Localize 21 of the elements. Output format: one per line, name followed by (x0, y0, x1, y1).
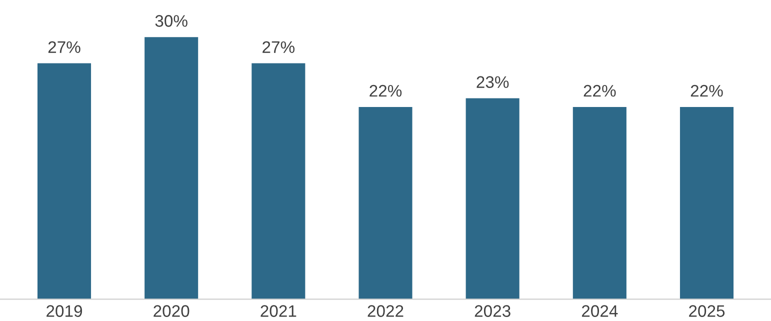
data-label: 27% (262, 41, 295, 53)
x-tick-label: 2023 (474, 305, 510, 317)
bar (572, 106, 626, 300)
data-label: 27% (48, 41, 80, 53)
data-label: 22% (584, 84, 616, 97)
bar (466, 98, 520, 300)
x-tick-label: 2024 (582, 305, 618, 317)
data-label: 22% (370, 84, 402, 97)
bar (680, 106, 734, 300)
x-tick-label: 2022 (368, 305, 404, 317)
x-tick-label: 2019 (46, 305, 82, 317)
data-label: 30% (155, 15, 188, 27)
data-label: 22% (690, 84, 723, 97)
x-tick-label: 2021 (260, 305, 296, 317)
data-label: 23% (476, 76, 509, 88)
x-tick-label: 2025 (689, 305, 725, 317)
bar (144, 37, 198, 300)
bar (358, 106, 412, 300)
x-tick-label: 2020 (154, 305, 190, 317)
bar (37, 63, 92, 300)
bar (252, 63, 306, 300)
